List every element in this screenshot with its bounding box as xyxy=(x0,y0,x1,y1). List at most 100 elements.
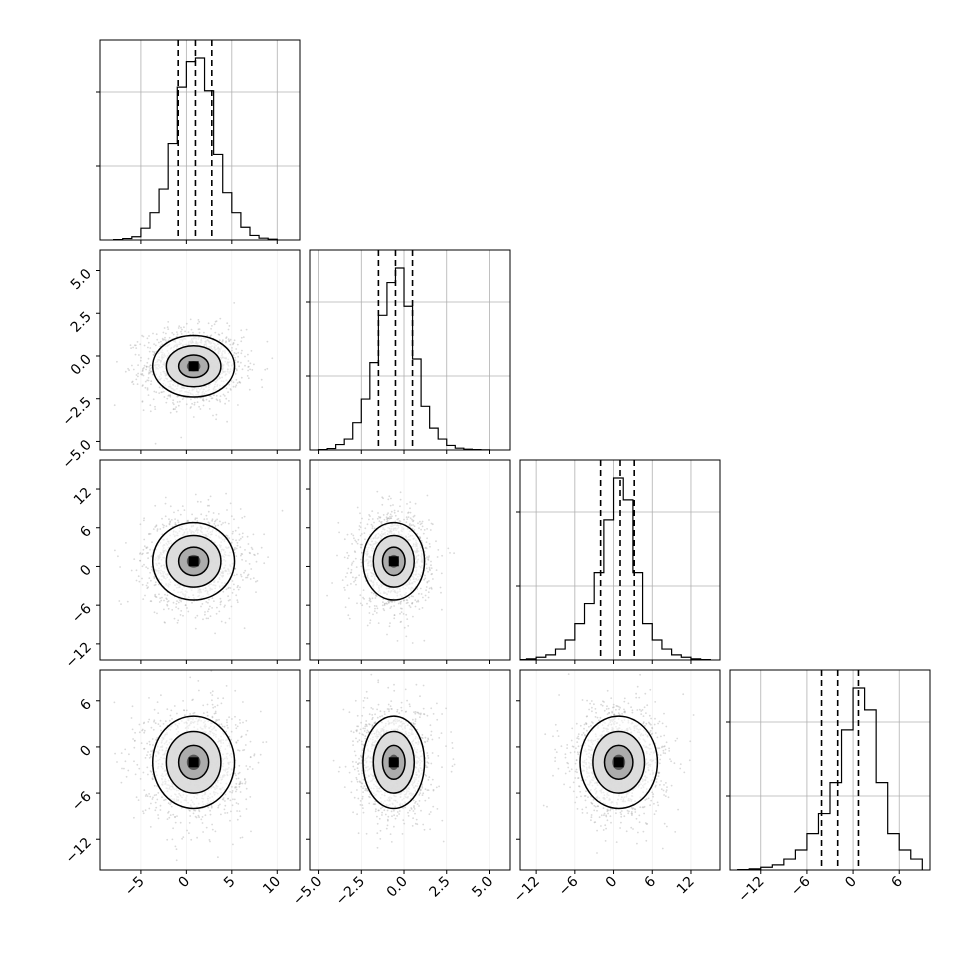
scatter-point xyxy=(159,528,162,530)
scatter-point xyxy=(369,622,371,624)
scatter-point xyxy=(150,726,153,729)
scatter-point xyxy=(149,410,152,413)
scatter-point xyxy=(140,356,142,359)
scatter-point xyxy=(220,523,223,526)
scatter-point xyxy=(137,375,139,378)
scatter-point xyxy=(410,524,413,527)
scatter-point xyxy=(211,397,214,400)
scatter-point xyxy=(430,522,433,525)
scatter-point xyxy=(245,733,248,736)
scatter-point xyxy=(148,366,150,368)
scatter-point xyxy=(441,554,443,557)
scatter-point xyxy=(392,504,394,506)
scatter-point xyxy=(135,569,138,572)
scatter-point xyxy=(235,790,237,793)
scatter-point xyxy=(144,795,147,797)
scatter-point xyxy=(158,593,160,596)
scatter-point xyxy=(149,364,152,367)
scatter-point xyxy=(148,533,150,536)
scatter-point xyxy=(144,386,147,389)
scatter-point xyxy=(248,551,251,554)
scatter-point xyxy=(370,591,373,594)
scatter-point xyxy=(129,344,132,347)
scatter-point xyxy=(200,513,203,516)
scatter-point xyxy=(211,518,214,521)
scatter-point xyxy=(175,603,178,605)
scatter-point xyxy=(145,546,148,549)
scatter-point xyxy=(238,764,241,767)
scatter-point xyxy=(206,714,209,717)
scatter-point xyxy=(393,509,396,512)
scatter-point xyxy=(371,518,374,520)
scatter-point xyxy=(238,785,241,788)
scatter-point xyxy=(374,597,377,599)
scatter-point xyxy=(166,594,169,597)
scatter-point xyxy=(352,576,354,579)
scatter-point xyxy=(145,368,147,371)
scatter-point xyxy=(152,398,155,401)
scatter-point xyxy=(240,361,242,364)
scatter-point xyxy=(192,331,194,334)
scatter-point xyxy=(207,608,210,611)
scatter-point xyxy=(338,531,340,534)
scatter-point xyxy=(162,526,165,529)
scatter-point xyxy=(174,821,177,824)
scatter-point xyxy=(207,617,210,620)
scatter-point xyxy=(163,396,166,398)
scatter-point xyxy=(143,563,145,566)
scatter-point xyxy=(403,518,405,521)
scatter-point xyxy=(208,598,210,601)
contour-line xyxy=(151,334,236,398)
scatter-point xyxy=(424,599,427,602)
scatter-point xyxy=(246,535,249,538)
scatter-point xyxy=(264,368,267,371)
scatter-point xyxy=(202,712,205,714)
scatter-point xyxy=(143,344,146,347)
scatter-point xyxy=(266,367,269,370)
scatter-point xyxy=(379,516,381,519)
scatter-point xyxy=(235,368,238,370)
scatter-point xyxy=(369,619,372,622)
scatter-point xyxy=(172,403,175,406)
scatter-point xyxy=(148,577,151,579)
scatter-point xyxy=(205,398,208,401)
scatter-point xyxy=(405,521,408,524)
scatter-point xyxy=(149,743,151,746)
scatter-point xyxy=(241,558,244,561)
scatter-point xyxy=(142,812,145,815)
scatter-point xyxy=(424,574,426,577)
scatter-point xyxy=(224,604,226,607)
scatter-point xyxy=(406,518,409,520)
scatter-point xyxy=(426,581,429,584)
scatter-point xyxy=(143,519,145,522)
scatter-point xyxy=(146,361,149,364)
scatter-point xyxy=(137,364,139,366)
scatter-point xyxy=(233,518,235,521)
scatter-point xyxy=(158,341,160,344)
scatter-point xyxy=(165,332,167,335)
scatter-point xyxy=(238,533,241,536)
scatter-point xyxy=(143,729,146,732)
scatter-point xyxy=(205,514,208,517)
scatter-point xyxy=(347,567,350,570)
scatter-point xyxy=(141,577,143,580)
scatter-point xyxy=(233,574,236,577)
scatter-point xyxy=(153,577,156,579)
scatter-point xyxy=(346,551,349,554)
scatter-point xyxy=(113,404,116,407)
scatter-point xyxy=(159,804,162,807)
scatter-point xyxy=(425,567,428,570)
scatter-point xyxy=(138,354,140,356)
scatter-point xyxy=(170,805,173,808)
scatter-point xyxy=(228,383,231,386)
scatter-point xyxy=(236,601,239,604)
scatter-point xyxy=(260,546,263,549)
scatter-point xyxy=(198,331,201,334)
scatter-point xyxy=(183,326,185,329)
scatter-point xyxy=(437,549,440,551)
scatter-point xyxy=(198,320,201,323)
scatter-point xyxy=(237,351,240,354)
scatter-point xyxy=(399,491,402,494)
scatter-point xyxy=(177,601,180,604)
scatter-point xyxy=(418,592,420,595)
